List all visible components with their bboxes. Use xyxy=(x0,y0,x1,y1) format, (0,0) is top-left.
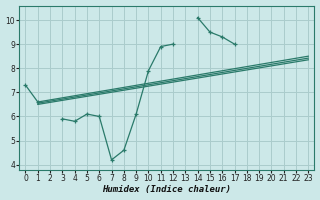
X-axis label: Humidex (Indice chaleur): Humidex (Indice chaleur) xyxy=(102,185,231,194)
